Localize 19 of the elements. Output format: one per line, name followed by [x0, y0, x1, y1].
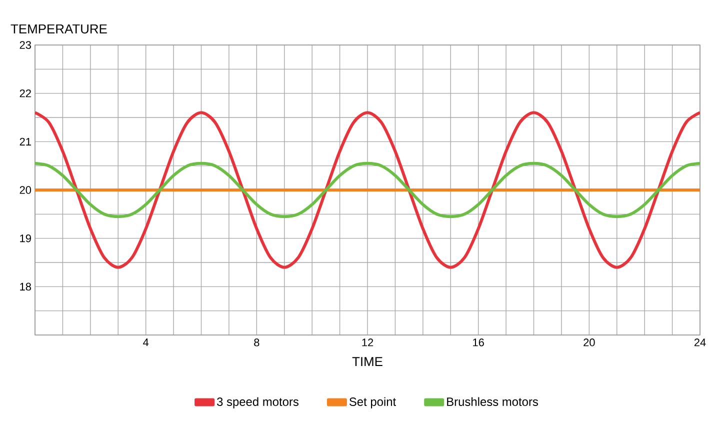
- y-tick-label: 22: [20, 90, 31, 98]
- x-tick-label: 16: [473, 338, 484, 346]
- line-series: [35, 162, 700, 218]
- y-tick-label: 18: [20, 282, 31, 291]
- x-tick-label: 4: [143, 338, 149, 346]
- x-tick-label: 12: [362, 338, 374, 346]
- y-tick-label: 21: [20, 138, 31, 146]
- x-tick-label: 24: [694, 338, 706, 346]
- y-tick-label: 19: [20, 234, 31, 242]
- y-axis-title: TEMPERATURE: [10, 24, 107, 34]
- line-series: [35, 111, 700, 269]
- legend-label: Set point: [349, 397, 396, 408]
- legend-label: Brushless motors: [447, 397, 538, 406]
- x-tick-label: 20: [584, 338, 595, 346]
- x-tick-label: 8: [254, 338, 260, 346]
- y-tick-label: 23: [20, 41, 31, 49]
- x-axis-title: TIME: [352, 357, 382, 366]
- legend-label: 3 speed motors: [217, 397, 298, 408]
- y-tick-label: 20: [20, 186, 32, 194]
